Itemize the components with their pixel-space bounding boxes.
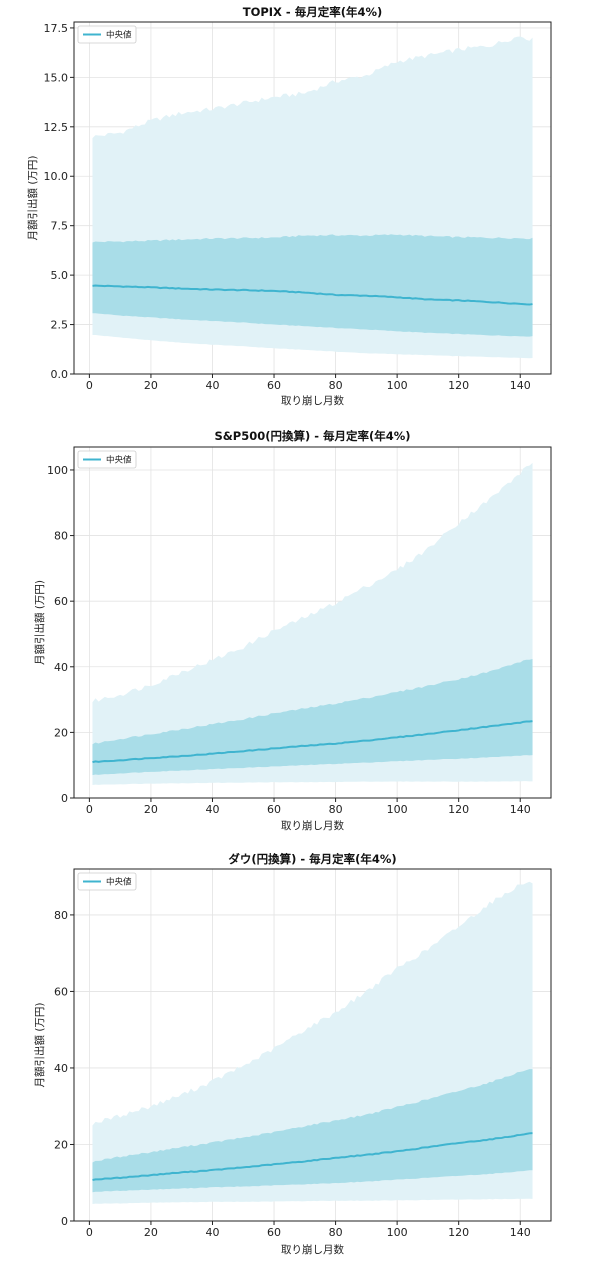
chart-dow: 0 20 40 60 80 100 120 140 0 20 40 60 80 ダウ(円換算) - 毎月定… <box>33 852 552 1256</box>
x-tick-label: 140 <box>510 379 531 392</box>
legend-label: 中央値 <box>106 455 132 466</box>
y-tick-label: 20 <box>54 1138 68 1151</box>
legend: 中央値 <box>77 450 137 469</box>
inner-band <box>92 234 533 337</box>
chart-title: S&P500(円換算) - 毎月定率(年4%) <box>214 429 410 443</box>
chart-title: TOPIX - 毎月定率(年4%) <box>243 5 383 19</box>
plot-frame <box>73 21 552 375</box>
plot-frame <box>73 868 552 1222</box>
x-axis-label: 取り崩し月数 <box>281 819 344 832</box>
x-tick-label: 120 <box>448 803 469 816</box>
plot-frame <box>73 446 552 799</box>
y-axis-label: 月額引出額 (万円) <box>26 155 39 240</box>
legend: 中央値 <box>77 25 137 44</box>
x-tick-label: 60 <box>267 379 281 392</box>
x-tick-label: 20 <box>144 379 158 392</box>
y-tick-label: 80 <box>54 530 68 543</box>
x-tick-label: 120 <box>448 1226 469 1239</box>
x-axis-label: 取り崩し月数 <box>281 1243 344 1256</box>
y-tick-label: 0.0 <box>51 368 69 381</box>
y-tick-label: 40 <box>54 661 68 674</box>
legend-box <box>77 450 137 469</box>
y-tick-label: 7.5 <box>51 220 69 233</box>
x-tick-label: 60 <box>267 1226 281 1239</box>
y-tick-label: 60 <box>54 595 68 608</box>
legend: 中央値 <box>77 872 137 891</box>
y-axis-label: 月額引出額 (万円) <box>33 580 46 665</box>
chart-topix: 0 20 40 60 80 100 120 140 0.0 2.5 5.0 7.5 10.0 12.5 15… <box>26 5 552 407</box>
y-tick-label: 40 <box>54 1062 68 1075</box>
x-tick-label: 40 <box>205 379 219 392</box>
y-tick-label: 15.0 <box>44 71 69 84</box>
x-tick-label: 0 <box>86 1226 93 1239</box>
y-tick-label: 2.5 <box>51 319 69 332</box>
inner-band <box>92 1069 533 1193</box>
x-tick-label: 60 <box>267 803 281 816</box>
x-tick-label: 20 <box>144 1226 158 1239</box>
chart-sp500: 0 20 40 60 80 100 120 140 0 20 40 60 80 100 S&P500(円換算… <box>33 429 552 832</box>
y-tick-label: 17.5 <box>44 22 69 35</box>
x-tick-label: 100 <box>387 803 408 816</box>
y-tick-label: 12.5 <box>44 121 69 134</box>
legend-box <box>77 25 137 44</box>
median-line <box>92 284 533 306</box>
y-tick-label: 100 <box>47 464 68 477</box>
x-tick-label: 0 <box>86 379 93 392</box>
x-tick-label: 140 <box>510 1226 531 1239</box>
legend-label: 中央値 <box>106 30 132 41</box>
y-tick-label: 60 <box>54 985 68 998</box>
y-axis-label: 月額引出額 (万円) <box>33 1002 46 1087</box>
x-tick-label: 100 <box>387 379 408 392</box>
x-tick-label: 140 <box>510 803 531 816</box>
y-tick-label: 10.0 <box>44 170 69 183</box>
x-tick-label: 100 <box>387 1226 408 1239</box>
x-tick-label: 80 <box>329 1226 343 1239</box>
y-tick-label: 0 <box>61 792 68 805</box>
inner-band <box>92 658 533 776</box>
legend-box <box>77 872 137 891</box>
y-tick-label: 20 <box>54 726 68 739</box>
median-line <box>92 720 533 764</box>
x-tick-label: 20 <box>144 803 158 816</box>
chart-title: ダウ(円換算) - 毎月定率(年4%) <box>228 852 396 866</box>
x-tick-label: 40 <box>205 803 219 816</box>
y-tick-label: 5.0 <box>51 269 69 282</box>
x-tick-label: 120 <box>448 379 469 392</box>
y-tick-label: 80 <box>54 909 68 922</box>
x-tick-label: 0 <box>86 803 93 816</box>
y-tick-label: 0 <box>61 1215 68 1228</box>
x-tick-label: 40 <box>205 1226 219 1239</box>
x-axis-label: 取り崩し月数 <box>281 394 344 407</box>
x-tick-label: 80 <box>329 379 343 392</box>
legend-label: 中央値 <box>106 877 132 888</box>
median-line <box>92 1132 533 1181</box>
x-tick-label: 80 <box>329 803 343 816</box>
